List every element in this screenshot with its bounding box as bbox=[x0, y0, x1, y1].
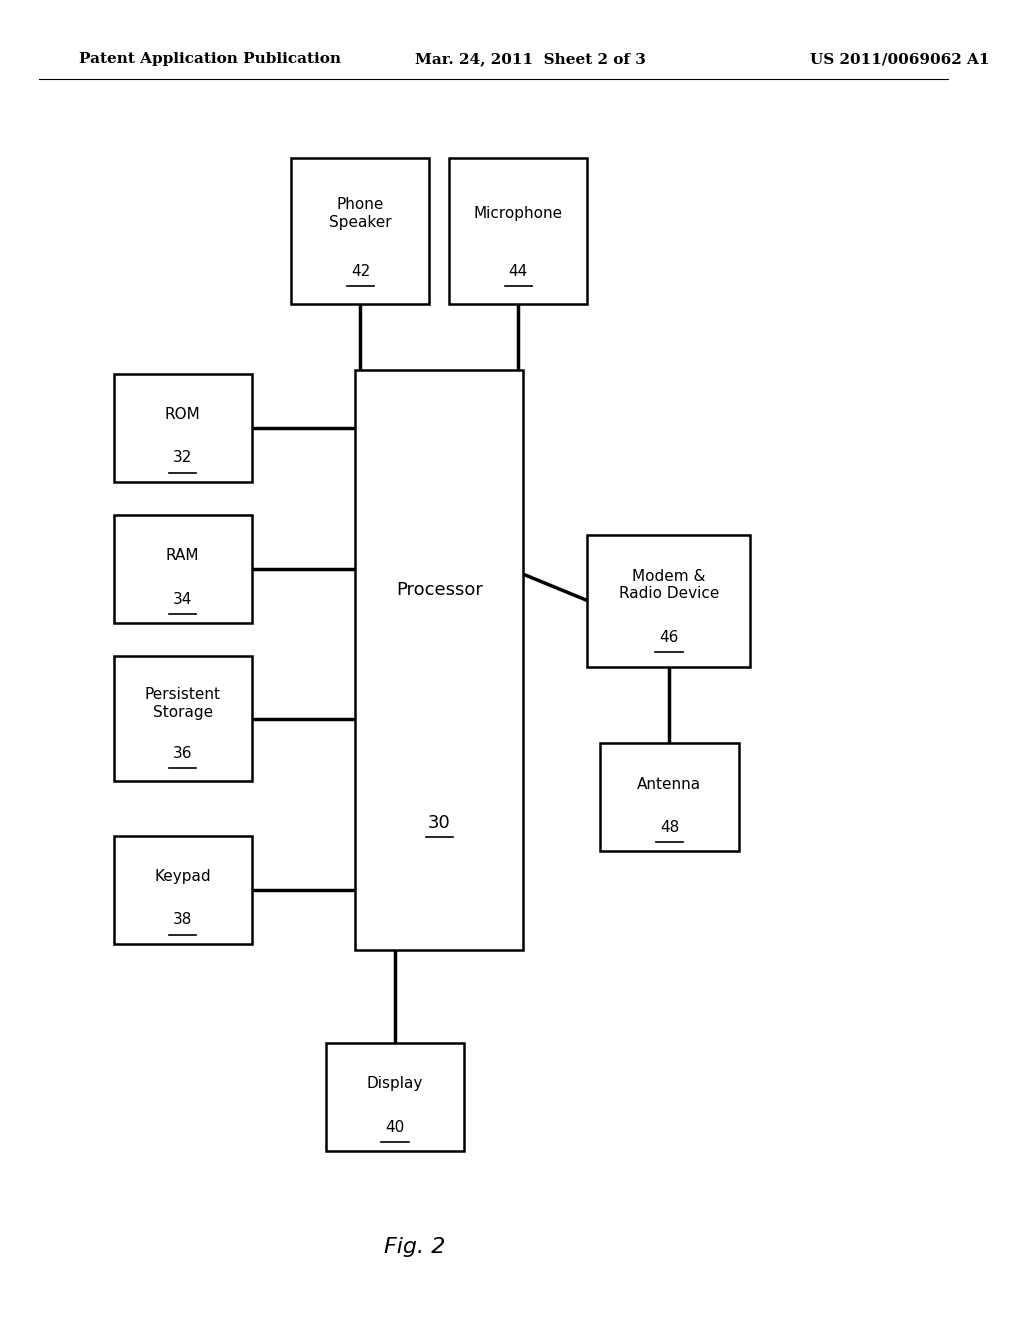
FancyBboxPatch shape bbox=[600, 743, 738, 851]
Text: 44: 44 bbox=[509, 264, 528, 279]
FancyBboxPatch shape bbox=[114, 656, 252, 781]
FancyBboxPatch shape bbox=[450, 158, 588, 304]
Text: ROM: ROM bbox=[165, 407, 201, 422]
FancyBboxPatch shape bbox=[291, 158, 429, 304]
Text: Microphone: Microphone bbox=[474, 206, 563, 220]
Text: 34: 34 bbox=[173, 591, 193, 607]
FancyBboxPatch shape bbox=[326, 1043, 464, 1151]
Text: RAM: RAM bbox=[166, 548, 200, 564]
FancyBboxPatch shape bbox=[114, 836, 252, 944]
Text: Modem &
Radio Device: Modem & Radio Device bbox=[618, 569, 719, 601]
Text: Mar. 24, 2011  Sheet 2 of 3: Mar. 24, 2011 Sheet 2 of 3 bbox=[415, 53, 645, 66]
Text: Persistent
Storage: Persistent Storage bbox=[144, 688, 220, 719]
Text: 42: 42 bbox=[351, 264, 370, 279]
Text: Display: Display bbox=[367, 1076, 423, 1092]
Text: Processor: Processor bbox=[396, 581, 482, 599]
Text: 48: 48 bbox=[659, 820, 679, 836]
FancyBboxPatch shape bbox=[588, 535, 751, 667]
Text: 40: 40 bbox=[385, 1119, 404, 1135]
FancyBboxPatch shape bbox=[114, 374, 252, 482]
Text: Fig. 2: Fig. 2 bbox=[384, 1237, 445, 1258]
Text: Antenna: Antenna bbox=[637, 776, 701, 792]
FancyBboxPatch shape bbox=[355, 370, 523, 950]
Text: Phone
Speaker: Phone Speaker bbox=[329, 198, 392, 230]
Text: 32: 32 bbox=[173, 450, 193, 466]
Text: US 2011/0069062 A1: US 2011/0069062 A1 bbox=[810, 53, 989, 66]
Text: 46: 46 bbox=[659, 630, 679, 645]
Text: 30: 30 bbox=[428, 813, 451, 832]
Text: 36: 36 bbox=[173, 746, 193, 762]
Text: Patent Application Publication: Patent Application Publication bbox=[79, 53, 341, 66]
FancyBboxPatch shape bbox=[114, 515, 252, 623]
Text: 38: 38 bbox=[173, 912, 193, 928]
Text: Keypad: Keypad bbox=[155, 869, 211, 884]
